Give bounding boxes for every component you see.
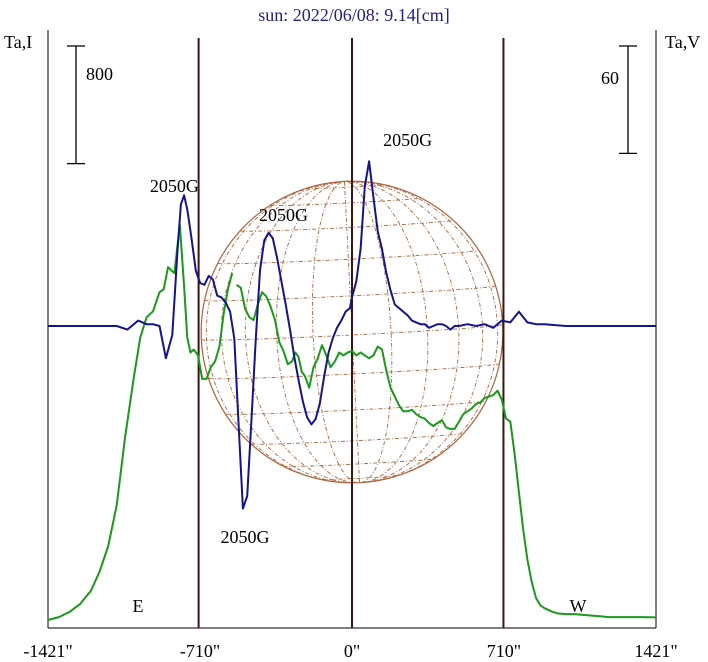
series-layer [47, 160, 657, 621]
chart-title: sun: 2022/06/08: 9.14[cm] [258, 5, 450, 25]
annotation-label: 2050G [221, 527, 270, 547]
annotations: 2050G 2050G 2050G 2050G [150, 130, 432, 547]
grid-meridian [344, 180, 484, 483]
limb-label-west: W [570, 596, 587, 616]
grid-meridian [344, 181, 360, 483]
y-axis-label-left: Ta,I [4, 32, 32, 52]
scale-bar-right [619, 45, 637, 155]
series-line-intensity [47, 223, 657, 621]
grid-meridian [275, 180, 356, 484]
x-tick-label: 0" [344, 641, 360, 661]
annotation-label: 2050G [150, 176, 199, 196]
x-tick-label: 710" [487, 641, 521, 661]
x-tick-labels: -1421" -710" 0" 710" 1421" [23, 641, 677, 661]
y-axis-label-right: Ta,V [665, 32, 700, 52]
limb-label-east: E [133, 596, 144, 616]
series-line-polarization [48, 160, 656, 510]
grid-parallel [283, 458, 434, 467]
grid-meridian [344, 180, 460, 483]
grid-meridian [344, 180, 393, 483]
grid-meridian [311, 180, 358, 484]
scale-bar-left [67, 45, 85, 165]
grid-parallel [269, 197, 422, 207]
grid-meridian [205, 180, 345, 484]
scale-bar-label-left: 800 [86, 64, 113, 84]
grid-parallel [208, 363, 500, 380]
grid-parallel [217, 249, 479, 265]
x-tick-label: 1421" [634, 641, 677, 661]
grid-meridian [220, 180, 353, 484]
grid-parallel [305, 184, 384, 190]
grid-parallel [239, 219, 454, 232]
grid-parallel [201, 324, 503, 341]
x-tick-label: -710" [180, 641, 220, 661]
scale-bar-label-right: 60 [601, 68, 619, 88]
x-tick-label: -1421" [23, 641, 72, 661]
grid-meridian [244, 180, 355, 484]
grid-parallel [225, 400, 487, 415]
grid-parallel [320, 475, 399, 481]
plot-frame [47, 30, 657, 629]
annotation-label: 2050G [383, 130, 432, 150]
grid-meridian [344, 180, 499, 482]
annotation-label: 2050G [259, 205, 308, 225]
